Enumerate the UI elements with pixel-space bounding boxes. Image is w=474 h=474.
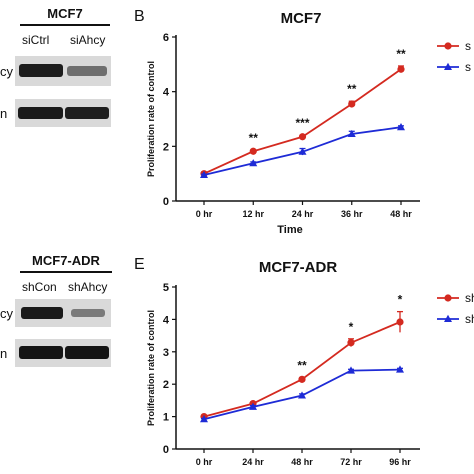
x-tick-label: 0 hr: [196, 209, 213, 219]
x-tick-label: 96 hr: [389, 457, 411, 467]
top-blot-lane-2: siAhcy: [70, 33, 106, 47]
legend-marker: [444, 314, 452, 322]
band: [65, 107, 109, 119]
data-point: [249, 159, 258, 167]
data-point: [249, 402, 257, 410]
data-point: [347, 339, 355, 347]
x-tick-label: 0 hr: [196, 457, 213, 467]
bottom-blot-row-label-1: cy: [0, 306, 13, 321]
x-tick-label: 48 hr: [291, 457, 313, 467]
chart-title: MCF7: [281, 10, 322, 27]
top-blot-image-2: [15, 99, 111, 127]
legend-marker: [444, 294, 452, 302]
x-tick-label: 72 hr: [340, 457, 362, 467]
bottom-blot-image-2: [15, 339, 111, 367]
band: [21, 307, 63, 319]
y-tick-label: 5: [163, 282, 169, 294]
significance-marker: *: [349, 320, 354, 334]
bottom-blot-title: MCF7-ADR: [20, 253, 112, 273]
top-blot-row-label-2: n: [0, 106, 8, 121]
significance-marker: **: [347, 82, 357, 96]
legend-label: sh: [465, 291, 474, 305]
data-point: [396, 365, 404, 373]
panel-letter-e: E: [134, 256, 145, 273]
legend-marker: [444, 42, 452, 50]
data-point: [200, 414, 208, 423]
significance-marker: **: [297, 359, 307, 373]
data-point: [397, 123, 405, 131]
y-tick-label: 4: [163, 87, 170, 99]
x-tick-label: 36 hr: [341, 209, 363, 219]
band: [65, 346, 109, 359]
data-point: [298, 133, 307, 141]
y-tick-label: 0: [163, 196, 169, 208]
data-point: [249, 147, 257, 155]
data-point: [397, 65, 405, 73]
bottom-blot-image-1: [15, 299, 111, 327]
data-point: [298, 147, 307, 155]
significance-marker: ***: [295, 116, 309, 130]
legend-label: sh: [465, 312, 474, 326]
band: [67, 66, 107, 76]
y-axis-label: Proliferation rate of control: [146, 61, 156, 177]
legend-marker: [444, 62, 452, 70]
x-tick-label: 48 hr: [390, 209, 412, 219]
chart-title: MCF7-ADR: [259, 259, 337, 276]
top-blot-title: MCF7: [20, 6, 110, 26]
top-blot-image-1: [15, 56, 111, 86]
x-axis-label: Time: [277, 224, 302, 236]
y-tick-label: 2: [163, 379, 169, 391]
x-tick-label: 12 hr: [242, 209, 264, 219]
significance-marker: **: [396, 47, 406, 61]
y-tick-label: 0: [163, 444, 169, 456]
band: [19, 346, 63, 359]
data-point: [298, 375, 306, 383]
y-tick-label: 3: [163, 347, 169, 359]
legend-label: s: [465, 39, 471, 53]
bottom-blot-lane-1: shCon: [22, 280, 57, 294]
y-tick-label: 4: [163, 314, 170, 326]
top-blot-lane-1: siCtrl: [22, 33, 50, 47]
y-tick-label: 1: [163, 412, 169, 424]
data-point: [200, 170, 208, 179]
data-point: [348, 100, 356, 108]
significance-marker: **: [249, 131, 259, 145]
y-axis-label: Proliferation rate of control: [146, 310, 156, 426]
band: [71, 309, 105, 317]
x-tick-label: 24 hr: [292, 209, 314, 219]
x-tick-label: 24 hr: [242, 457, 264, 467]
bottom-blot-row-label-2: n: [0, 346, 8, 361]
band: [19, 64, 63, 77]
bottom-blot-lane-2: shAhcy: [68, 280, 108, 294]
data-point: [347, 366, 355, 374]
data-point: [298, 391, 306, 399]
data-point: [347, 129, 356, 138]
band: [18, 107, 63, 119]
top-blot-row-label-1: cy: [0, 64, 13, 79]
data-point: [396, 318, 404, 326]
panel-letter-b: B: [134, 8, 145, 25]
significance-marker: *: [398, 293, 403, 307]
y-tick-label: 6: [163, 32, 169, 44]
y-tick-label: 2: [163, 141, 169, 153]
legend-label: s: [465, 60, 471, 74]
